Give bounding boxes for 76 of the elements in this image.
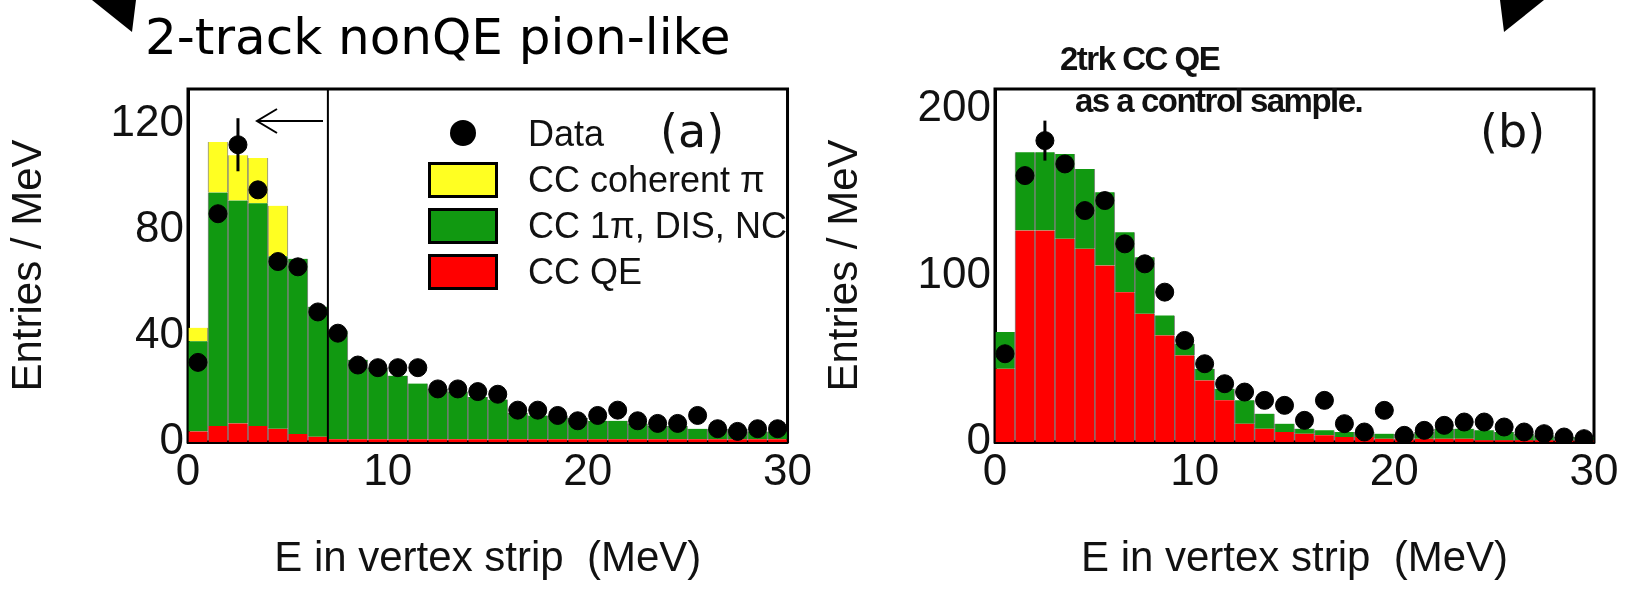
point xyxy=(608,400,628,420)
point xyxy=(768,419,788,439)
point xyxy=(1494,417,1514,437)
point xyxy=(648,413,668,433)
annotation: as a control sample. xyxy=(1075,82,1363,119)
point xyxy=(208,204,228,224)
point xyxy=(1255,390,1275,410)
x-tick-label: 30 xyxy=(1569,444,1619,494)
point xyxy=(448,379,468,399)
point xyxy=(1374,400,1394,420)
point xyxy=(1215,374,1235,394)
point xyxy=(1015,166,1035,186)
legend-label: CC coherent π xyxy=(528,159,765,201)
point xyxy=(668,413,688,433)
point xyxy=(995,344,1015,364)
point xyxy=(1534,424,1554,442)
point xyxy=(328,323,348,343)
point xyxy=(1095,191,1115,211)
point xyxy=(688,405,708,425)
text: 2trk CC QE xyxy=(1060,40,1220,77)
annotation: (b) xyxy=(1480,104,1546,158)
point xyxy=(468,382,488,402)
point xyxy=(568,411,588,431)
y-tick-label: 200 xyxy=(917,81,991,131)
y-tick-label: 40 xyxy=(135,307,184,357)
point xyxy=(268,252,288,272)
point xyxy=(308,302,328,322)
x-axis-title: E in vertex strip (MeV) xyxy=(274,533,702,581)
x-tick-label: 10 xyxy=(1170,444,1220,494)
point xyxy=(428,379,448,399)
y-axis-title: Entries / MeV xyxy=(818,139,866,392)
y-axis-title: Entries / MeV xyxy=(2,139,50,392)
point xyxy=(368,358,388,378)
point xyxy=(348,355,368,375)
legend-label: CC 1π, DIS, NC xyxy=(528,205,787,247)
point xyxy=(1474,412,1494,432)
point xyxy=(708,419,728,439)
point xyxy=(1334,414,1354,434)
y-tick-label: 100 xyxy=(917,247,991,297)
legend-label: Data xyxy=(528,113,605,155)
point xyxy=(588,405,608,425)
point xyxy=(408,358,428,378)
point xyxy=(1414,420,1434,440)
point xyxy=(1195,354,1215,374)
point xyxy=(1434,415,1454,435)
point xyxy=(488,384,508,404)
x-tick-label: 30 xyxy=(763,444,813,494)
point xyxy=(1055,154,1075,174)
point xyxy=(508,400,528,420)
point xyxy=(188,352,208,372)
y-tick-label: 80 xyxy=(135,201,184,251)
annotation: (a) xyxy=(660,104,725,158)
point xyxy=(1454,412,1474,432)
point xyxy=(288,257,308,277)
point xyxy=(1115,234,1135,254)
x-tick-label: 10 xyxy=(363,444,413,494)
y-tick-label: 120 xyxy=(110,95,184,145)
point xyxy=(1135,254,1155,274)
point xyxy=(728,421,748,441)
point xyxy=(1175,330,1195,350)
point xyxy=(748,419,768,439)
point xyxy=(1155,282,1175,302)
x-axis-title: E in vertex strip (MeV) xyxy=(1080,533,1509,581)
point xyxy=(1514,422,1534,442)
point xyxy=(1235,382,1255,402)
point xyxy=(1314,390,1334,410)
point xyxy=(1275,395,1295,415)
point xyxy=(548,405,568,425)
x-tick-label: 20 xyxy=(1369,444,1419,494)
point xyxy=(388,358,408,378)
chart-title: 2-track nonQE pion-like xyxy=(145,8,731,66)
point xyxy=(1294,410,1314,430)
legend-label: CC QE xyxy=(528,251,643,293)
x-tick-label: 20 xyxy=(563,444,613,494)
point xyxy=(628,411,648,431)
point xyxy=(528,400,548,420)
